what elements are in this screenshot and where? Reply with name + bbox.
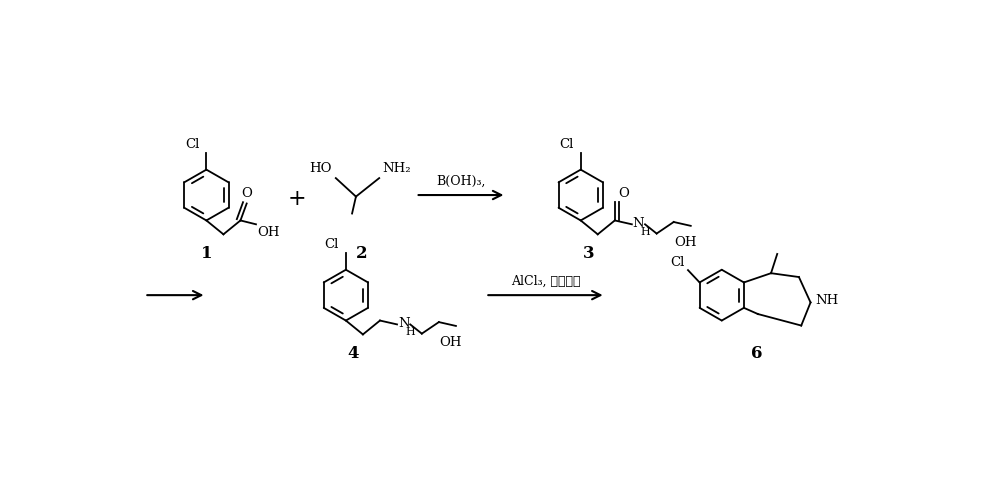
- Text: NH₂: NH₂: [382, 162, 411, 175]
- Text: OH: OH: [674, 236, 697, 249]
- Text: Cl: Cl: [325, 238, 339, 251]
- Text: 3: 3: [583, 245, 594, 262]
- Text: NH: NH: [815, 295, 838, 308]
- Text: 2: 2: [356, 245, 367, 262]
- Text: O: O: [619, 187, 630, 200]
- Text: +: +: [288, 188, 306, 210]
- Text: OH: OH: [440, 336, 462, 349]
- Text: N: N: [633, 217, 644, 230]
- Text: HO: HO: [309, 162, 332, 175]
- Text: H: H: [640, 227, 650, 237]
- Text: 1: 1: [201, 245, 212, 262]
- Text: OH: OH: [258, 226, 280, 239]
- Text: Cl: Cl: [185, 138, 200, 151]
- Text: H: H: [406, 327, 415, 337]
- Text: Cl: Cl: [560, 138, 574, 151]
- Text: 4: 4: [348, 345, 359, 362]
- Text: O: O: [241, 186, 252, 200]
- Text: N: N: [398, 317, 409, 330]
- Text: AlCl₃, 邻二氯苯: AlCl₃, 邻二氯苯: [511, 274, 580, 288]
- Text: 6: 6: [751, 345, 762, 362]
- Text: Cl: Cl: [670, 255, 684, 268]
- Text: B(OH)₃,: B(OH)₃,: [436, 174, 486, 187]
